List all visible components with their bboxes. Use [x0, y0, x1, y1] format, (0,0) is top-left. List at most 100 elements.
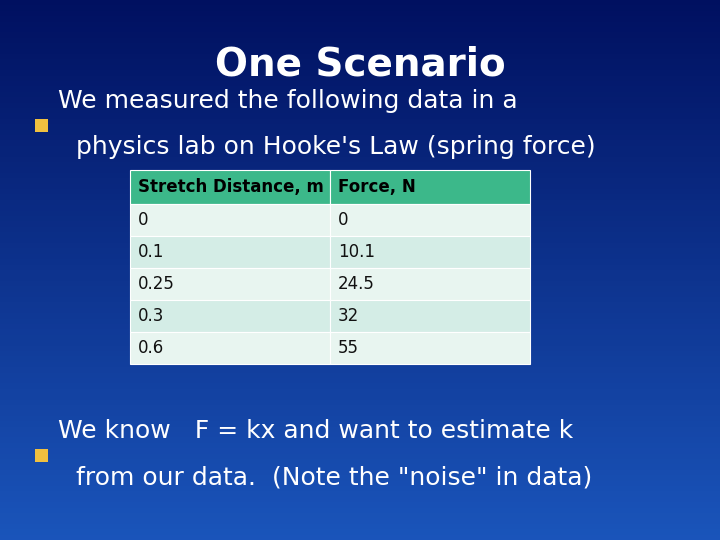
Bar [0, 286, 720, 292]
Bar [0, 119, 720, 124]
Bar [0, 486, 720, 491]
Bar [0, 189, 720, 194]
Bar [0, 238, 720, 243]
Text: Stretch Distance, m: Stretch Distance, m [138, 178, 324, 196]
Bar [0, 383, 720, 389]
Bar [130, 204, 330, 236]
Bar [0, 400, 720, 405]
Bar [0, 470, 720, 475]
Bar [0, 232, 720, 238]
Bar [0, 216, 720, 221]
Bar [0, 508, 720, 513]
Bar [0, 27, 720, 32]
Text: 32: 32 [338, 307, 359, 325]
Bar [0, 389, 720, 394]
Bar [130, 332, 330, 364]
Text: 0.3: 0.3 [138, 307, 164, 325]
Bar [0, 108, 720, 113]
Bar [0, 373, 720, 378]
Bar [0, 157, 720, 162]
Bar [0, 270, 720, 275]
Bar [0, 81, 720, 86]
Bar [330, 170, 530, 204]
Bar [0, 308, 720, 313]
Bar [0, 464, 720, 470]
Bar [130, 300, 330, 332]
Bar [0, 97, 720, 103]
Bar [0, 0, 720, 5]
Bar [0, 319, 720, 324]
Bar [130, 236, 330, 268]
Bar [0, 54, 720, 59]
Bar [0, 518, 720, 524]
Text: physics lab on Hooke's Law (spring force): physics lab on Hooke's Law (spring force… [76, 135, 595, 159]
Bar [0, 437, 720, 443]
Bar [0, 292, 720, 297]
Bar [0, 211, 720, 216]
Bar [0, 167, 720, 173]
Bar [0, 324, 720, 329]
Bar [0, 259, 720, 265]
Bar [0, 16, 720, 22]
Bar [0, 124, 720, 130]
Bar [0, 427, 720, 432]
Bar [0, 140, 720, 146]
Text: 10.1: 10.1 [338, 243, 375, 261]
Bar [0, 356, 720, 362]
Bar [0, 497, 720, 502]
Bar [330, 236, 530, 268]
Bar [0, 243, 720, 248]
Bar [130, 170, 330, 204]
Text: 0: 0 [138, 211, 148, 229]
Bar [0, 281, 720, 286]
Bar [0, 481, 720, 486]
Bar [0, 448, 720, 454]
Text: from our data.  (Note the "noise" in data): from our data. (Note the "noise" in data… [76, 465, 593, 489]
Bar [0, 151, 720, 157]
Bar [330, 268, 530, 300]
Bar [0, 378, 720, 383]
Bar [0, 254, 720, 259]
Bar [0, 459, 720, 464]
Bar [0, 313, 720, 319]
Bar [0, 394, 720, 400]
Bar [0, 70, 720, 76]
Bar [0, 32, 720, 38]
Bar [0, 475, 720, 481]
Bar [0, 248, 720, 254]
Bar [0, 86, 720, 92]
Bar [0, 335, 720, 340]
Bar [0, 178, 720, 184]
Bar [0, 205, 720, 211]
Bar [130, 268, 330, 300]
Bar [0, 297, 720, 302]
Bar [0, 275, 720, 281]
Text: 0: 0 [338, 211, 348, 229]
Bar [0, 162, 720, 167]
Bar [0, 524, 720, 529]
FancyBboxPatch shape [35, 449, 48, 462]
Bar [0, 227, 720, 232]
Bar [330, 332, 530, 364]
Bar [0, 76, 720, 81]
Bar [0, 502, 720, 508]
Bar [0, 173, 720, 178]
Bar [0, 329, 720, 335]
Text: 0.25: 0.25 [138, 275, 175, 293]
Bar [0, 416, 720, 421]
Bar [0, 302, 720, 308]
Bar [0, 351, 720, 356]
Text: Force, N: Force, N [338, 178, 415, 196]
Bar [0, 49, 720, 54]
Bar [0, 443, 720, 448]
Text: 24.5: 24.5 [338, 275, 375, 293]
Bar [0, 135, 720, 140]
Bar [0, 59, 720, 65]
Text: One Scenario: One Scenario [215, 45, 505, 83]
Bar [0, 432, 720, 437]
Bar [0, 194, 720, 200]
Text: We know   F = kx and want to estimate k: We know F = kx and want to estimate k [58, 419, 573, 443]
Bar [0, 146, 720, 151]
Bar [0, 113, 720, 119]
Bar [0, 340, 720, 346]
